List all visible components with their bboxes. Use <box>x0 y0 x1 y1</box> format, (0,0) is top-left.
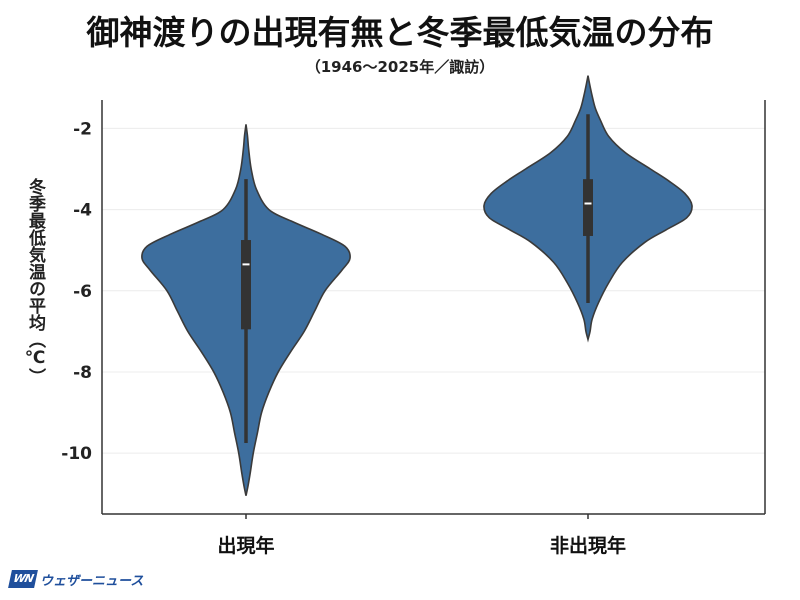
iqr-box <box>583 179 593 236</box>
y-tick-label: -4 <box>73 201 92 221</box>
y-axis-label: 冬季最低気温の平均（℃） <box>25 178 45 385</box>
y-ticks: -2 -4 -6 -8 -10 <box>61 119 92 464</box>
brand-logo: WN ウェザーニュース <box>8 567 144 591</box>
axes <box>101 100 766 515</box>
y-tick-label: -8 <box>73 363 92 383</box>
x-ticks: 出現年 非出現年 <box>217 514 626 557</box>
x-tick-label: 出現年 <box>217 534 274 557</box>
y-tick-label: -10 <box>61 444 92 464</box>
chart-title: 御神渡りの出現有無と冬季最低気温の分布 <box>86 13 714 52</box>
violins <box>141 75 693 496</box>
brand-name: ウェザーニュース <box>40 573 144 589</box>
y-tick-label: -6 <box>73 282 92 302</box>
brand-mark: WN <box>8 570 38 588</box>
y-tick-label: -2 <box>73 119 92 139</box>
chart-subtitle: （1946〜2025年／諏訪） <box>305 58 495 76</box>
iqr-box <box>241 240 251 330</box>
x-tick-label: 非出現年 <box>550 534 626 557</box>
